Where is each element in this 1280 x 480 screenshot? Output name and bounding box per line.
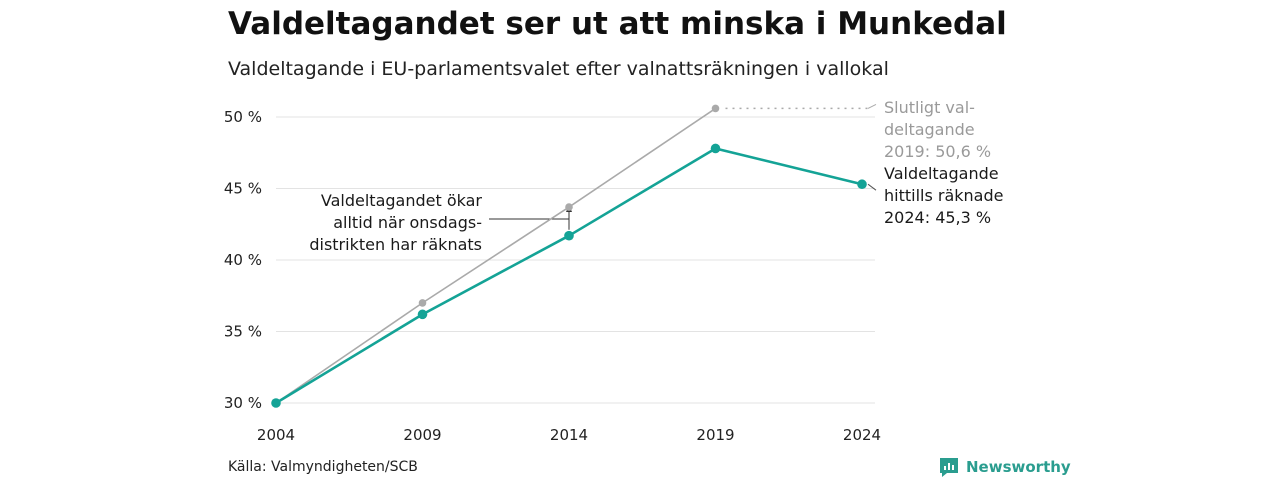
y-tick-label: 50 % [224,108,262,126]
final-annotation-line: Slutligt val- [884,98,975,117]
y-tick-label: 30 % [224,394,262,412]
wednesday-annotation-line: distrikten har räknats [309,235,482,254]
y-axis-ticks: 30 % 35 % 40 % 45 % 50 % [224,108,262,412]
y-tick-label: 40 % [224,251,262,269]
x-tick-label: 2019 [696,426,734,444]
data-point-final [565,203,573,211]
source-note: Källa: Valmyndigheten/SCB [228,459,418,475]
wednesday-annotation-line: alltid när onsdags- [333,213,482,232]
x-tick-label: 2009 [403,426,441,444]
data-point-current [710,143,721,154]
data-point-final [711,104,720,113]
brand-name: Newsworthy [966,458,1071,476]
x-tick-label: 2004 [257,426,295,444]
data-point-current [417,309,428,320]
newsworthy-icon [940,458,958,477]
data-point-current [271,398,281,408]
series-line-current [275,147,863,405]
final-annotation-line: deltagande [884,120,975,139]
chart-subtitle: Valdeltagande i EU-parlamentsvalet efter… [228,58,889,80]
chart-title: Valdeltagandet ser ut att minska i Munke… [228,6,1007,42]
current-annotation-line: 2024: 45,3 % [884,208,991,227]
wednesday-guide [489,205,570,220]
x-axis-ticks: 2004 2009 2014 2019 2024 [257,426,881,444]
final-guide-tick [867,103,877,109]
current-guide-tick [867,183,877,191]
gridlines [276,116,875,404]
brand-logo: Newsworthy [938,456,1071,478]
data-point-current [857,179,867,190]
y-tick-label: 35 % [224,323,262,341]
final-annotation-line: 2019: 50,6 % [884,142,991,161]
current-annotation-line: Valdeltagande [884,164,999,183]
series [271,104,867,408]
series-line-final [275,107,716,404]
wednesday-annotation-line: Valdeltagandet ökar [321,191,483,210]
x-tick-label: 2024 [843,426,881,444]
data-point-final [418,299,427,307]
current-annotation-line: hittills räknade [884,186,1003,205]
y-tick-label: 45 % [224,180,262,198]
annotations: Slutligt val-deltagande 2019: 50,6 % Valde… [309,98,1003,254]
x-tick-label: 2014 [550,426,588,444]
data-point-current [564,230,574,241]
